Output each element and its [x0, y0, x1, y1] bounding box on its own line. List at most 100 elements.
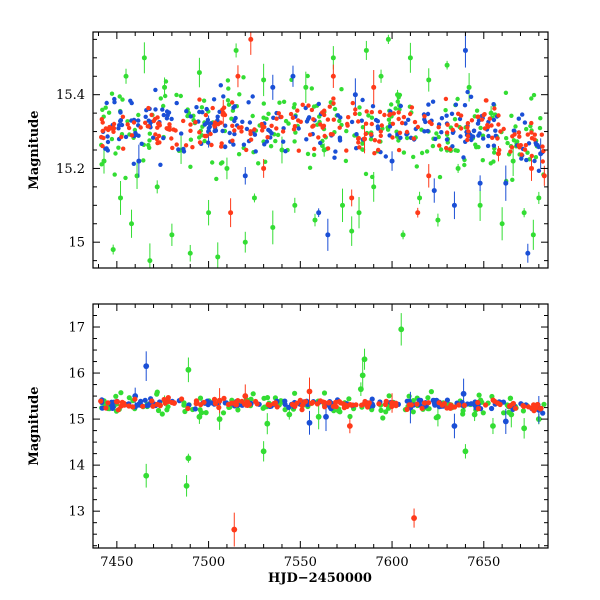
- top-series-0-baseline-point: [480, 158, 485, 163]
- top-series-0-baseline-point: [452, 117, 458, 122]
- bottom-series-2-baseline-point: [105, 400, 111, 406]
- top-series-1-baseline-point: [218, 83, 223, 88]
- top-series-2-baseline-point: [219, 141, 224, 146]
- bottom-series-2: [98, 377, 544, 547]
- top-series-1-baseline-point: [486, 133, 491, 139]
- top-series-0-baseline-point: [268, 144, 274, 149]
- bottom-series-1-baseline-point: [369, 396, 375, 402]
- bottom-series-2-baseline-point: [157, 402, 163, 408]
- top-series-2-baseline-point: [292, 124, 298, 129]
- top-series-1-point-0: [136, 158, 142, 164]
- top-series-0-baseline-point: [437, 174, 443, 180]
- top-series-0-point-38: [417, 195, 423, 201]
- top-series-0-baseline-point: [438, 147, 444, 152]
- top-series-1-baseline-point: [160, 107, 165, 112]
- top-series-0-baseline-point: [476, 144, 481, 150]
- top-series-2-baseline-point: [364, 109, 369, 114]
- bottom-series-2-baseline-point: [299, 403, 305, 409]
- top-series-0-baseline-point: [443, 108, 448, 113]
- top-series-1-baseline-point: [461, 155, 466, 160]
- top-series-1-baseline-point: [524, 157, 529, 163]
- top-series-1-baseline-point: [283, 149, 288, 154]
- top-series-1-baseline-point: [205, 117, 211, 123]
- top-series-1-baseline-point: [266, 127, 271, 133]
- bottom-series-0-baseline-point: [541, 401, 547, 407]
- top-series-1-baseline-point: [118, 118, 124, 123]
- bottom-series-0-baseline-point: [428, 389, 434, 395]
- top-series-2-baseline-point: [193, 120, 198, 125]
- bottom-series-0-baseline-point: [425, 395, 431, 401]
- top-series-2-baseline-point: [203, 112, 209, 118]
- bottom-series-0-baseline-point: [378, 407, 384, 413]
- top-series-0-baseline-point: [531, 92, 537, 98]
- top-series-1-baseline-point: [271, 115, 276, 121]
- top-series-2-baseline-point: [396, 147, 402, 153]
- top-series-0-baseline-point: [158, 96, 163, 101]
- top-series-0-baseline-point: [226, 86, 231, 91]
- top-series-0-point-5: [134, 173, 140, 179]
- top-series-2-baseline-point: [369, 132, 374, 137]
- bottom-series-2-baseline-point: [179, 396, 185, 402]
- top-series-0-point-50: [536, 195, 542, 201]
- top-series-2-point-2: [235, 73, 241, 79]
- top-series-0-point-23: [292, 202, 298, 208]
- top-series-1-baseline-point: [520, 112, 525, 117]
- top-series-1-baseline-point: [227, 130, 232, 136]
- top-series-2-baseline-point: [197, 140, 203, 145]
- bottom-series-2-baseline-point: [165, 395, 171, 401]
- bottom-series-2-baseline-point: [426, 400, 432, 406]
- top-series-1-baseline-point: [375, 124, 380, 129]
- top-series-2-baseline-point: [450, 127, 455, 132]
- top-series-0-baseline-point: [199, 105, 205, 110]
- top-series-2-baseline-point: [248, 131, 253, 137]
- top-series-0-baseline-point: [309, 86, 314, 91]
- bottom-series-0-baseline-point: [292, 390, 298, 396]
- top-series-1-point-6: [325, 232, 331, 238]
- top-series-2-baseline-point: [290, 115, 296, 121]
- top-series-1-baseline-point: [220, 128, 225, 134]
- top-series-0-baseline-point: [109, 91, 115, 96]
- top-series-2-baseline-point: [230, 123, 235, 128]
- top-series-1-baseline-point: [208, 121, 213, 126]
- top-series-2-baseline-point: [149, 112, 154, 118]
- top-series-2-baseline-point: [357, 145, 362, 150]
- bottom-series-0-baseline-point: [346, 396, 352, 402]
- top-series-0-point-27: [330, 55, 336, 61]
- bottom-series-2-point-5: [346, 423, 353, 429]
- top-series-2-baseline-point: [121, 146, 126, 151]
- bottom-series-2-baseline-point: [490, 397, 496, 403]
- top-series-2-baseline-point: [517, 145, 522, 150]
- top-series-0-point-46: [499, 221, 505, 227]
- top-series-1-baseline-point: [398, 135, 403, 140]
- bottom-series-2-baseline-point: [193, 401, 199, 407]
- bottom-x-tick-label-2: 7550: [284, 555, 317, 570]
- top-series-1-baseline-point: [232, 104, 237, 109]
- bottom-series-1-point-3: [323, 413, 329, 420]
- top-series-1-baseline-point: [485, 143, 491, 149]
- bottom-series-2-baseline-point: [299, 407, 305, 413]
- top-series-2-baseline-point: [444, 145, 449, 151]
- top-series-2-baseline-point: [197, 130, 202, 135]
- bottom-series-1-point-6: [460, 390, 467, 397]
- top-series-0-baseline-point: [360, 125, 366, 130]
- bottom-series-2-baseline-point: [149, 398, 155, 404]
- top-series-1-baseline-point: [151, 135, 156, 140]
- top-series-1-baseline-point: [131, 161, 136, 166]
- top-series-2-baseline-point: [436, 125, 441, 130]
- top-series-2-baseline-point: [331, 117, 336, 122]
- top-series-0-baseline-point: [363, 171, 369, 177]
- top-series-2-baseline-point: [288, 111, 294, 117]
- top-y-tick-label-2: 15.4: [56, 88, 85, 103]
- top-series-2-baseline-point: [230, 100, 235, 105]
- bottom-series-1-baseline-point: [540, 410, 546, 416]
- top-y-tick-label-1: 15.2: [56, 162, 85, 177]
- bottom-series-2-baseline-point: [419, 405, 425, 411]
- top-series-2-baseline-point: [396, 116, 401, 122]
- top-series-1-baseline-point: [522, 120, 528, 125]
- bottom-y-axis-label: Magnitude: [27, 386, 42, 465]
- top-series-2-baseline-point: [260, 124, 265, 130]
- top-series-2-baseline-point: [469, 118, 475, 123]
- bottom-series-1-baseline-point: [208, 400, 215, 406]
- bottom-series-0-baseline-point: [321, 390, 328, 396]
- top-series-2-baseline-point: [448, 147, 453, 152]
